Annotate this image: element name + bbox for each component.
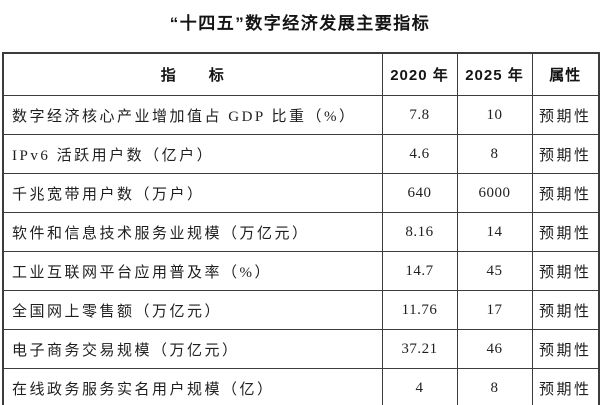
value-2025-cell: 46 [456, 329, 533, 369]
value-2020-cell: 4.6 [381, 134, 458, 174]
value-2025-cell: 45 [456, 251, 533, 291]
page-title: “十四五”数字经济发展主要指标 [169, 14, 431, 33]
attribute-cell: 预期性 [531, 251, 600, 291]
table-row: 在线政务服务实名用户规模（亿） 4 8 预期性 [2, 368, 600, 405]
value-2020-cell: 11.76 [381, 290, 458, 330]
value-2025-cell: 8 [456, 368, 533, 405]
indicator-cell: 工业互联网平台应用普及率（%） [2, 251, 383, 291]
indicator-cell: 电子商务交易规模（万亿元） [2, 329, 383, 369]
value-2020-cell: 37.21 [381, 329, 458, 369]
table-row: 全国网上零售额（万亿元） 11.76 17 预期性 [2, 290, 600, 330]
value-2025-cell: 6000 [456, 173, 533, 213]
table-row: IPv6 活跃用户数（亿户） 4.6 8 预期性 [2, 134, 600, 174]
value-2020-cell: 640 [381, 173, 458, 213]
indicators-table: 指 标 2020 年 2025 年 属性 数字经济核心产业增加值占 GDP 比重… [2, 52, 600, 405]
indicator-cell: 数字经济核心产业增加值占 GDP 比重（%） [2, 95, 383, 135]
indicator-cell: IPv6 活跃用户数（亿户） [2, 134, 383, 174]
value-2020-cell: 7.8 [381, 95, 458, 135]
attribute-cell: 预期性 [531, 368, 600, 405]
header-row: 指 标 2020 年 2025 年 属性 [2, 52, 600, 96]
value-2025-cell: 8 [456, 134, 533, 174]
value-2020-cell: 14.7 [381, 251, 458, 291]
header-cell-indicator: 指 标 [2, 52, 383, 96]
table-row: 软件和信息技术服务业规模（万亿元） 8.16 14 预期性 [2, 212, 600, 252]
attribute-cell: 预期性 [531, 212, 600, 252]
header-cell-2025: 2025 年 [456, 52, 533, 96]
table-row: 千兆宽带用户数（万户） 640 6000 预期性 [2, 173, 600, 213]
attribute-cell: 预期性 [531, 134, 600, 174]
value-2025-cell: 10 [456, 95, 533, 135]
value-2020-cell: 4 [381, 368, 458, 405]
indicator-cell: 在线政务服务实名用户规模（亿） [2, 368, 383, 405]
attribute-cell: 预期性 [531, 173, 600, 213]
header-cell-2020: 2020 年 [381, 52, 458, 96]
table-row: 工业互联网平台应用普及率（%） 14.7 45 预期性 [2, 251, 600, 291]
attribute-cell: 预期性 [531, 329, 600, 369]
table-row: 电子商务交易规模（万亿元） 37.21 46 预期性 [2, 329, 600, 369]
header-cell-attribute: 属性 [531, 52, 600, 96]
table-row: 数字经济核心产业增加值占 GDP 比重（%） 7.8 10 预期性 [2, 95, 600, 135]
indicator-cell: 千兆宽带用户数（万户） [2, 173, 383, 213]
indicator-cell: 全国网上零售额（万亿元） [2, 290, 383, 330]
indicator-cell: 软件和信息技术服务业规模（万亿元） [2, 212, 383, 252]
attribute-cell: 预期性 [531, 290, 600, 330]
value-2020-cell: 8.16 [381, 212, 458, 252]
attribute-cell: 预期性 [531, 95, 600, 135]
value-2025-cell: 14 [456, 212, 533, 252]
value-2025-cell: 17 [456, 290, 533, 330]
